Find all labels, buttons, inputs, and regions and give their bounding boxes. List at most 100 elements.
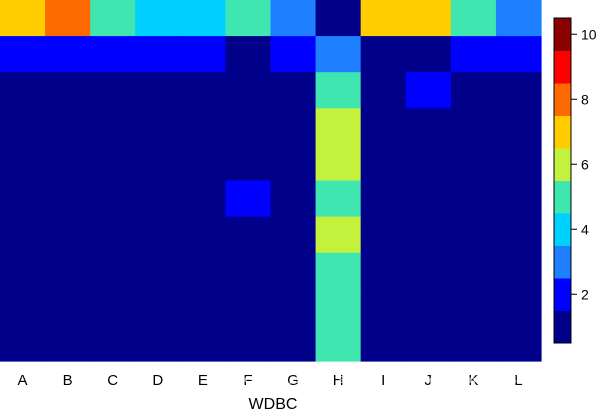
heatmap-cell-J-8 <box>405 252 452 290</box>
heatmap-cell-G-2 <box>270 36 317 73</box>
heatmap-cell-K-9 <box>450 288 497 326</box>
colorbar-segment-6 <box>554 148 571 181</box>
heatmap-cell-F-1 <box>225 0 272 37</box>
heatmap-cell-D-4 <box>135 108 181 145</box>
heatmap-cell-C-7 <box>90 216 136 254</box>
heatmap-cell-J-4 <box>405 108 452 145</box>
heatmap-cell-B-2 <box>45 36 91 73</box>
heatmap-cell-E-1 <box>180 0 227 37</box>
heatmap-cell-J-3 <box>405 72 452 109</box>
colorbar-tick-label-8: 8 <box>581 91 589 107</box>
heatmap-cell-E-5 <box>180 144 227 182</box>
heatmap-cell-H-2 <box>315 36 362 73</box>
heatmap-cell-L-4 <box>495 108 542 145</box>
x-tick-label-A: A <box>18 372 28 389</box>
x-tick-label-L: L <box>514 372 522 389</box>
heatmap-cell-I-5 <box>360 144 407 182</box>
heatmap-cell-F-7 <box>225 216 272 254</box>
heatmap-cell-L-10 <box>495 324 542 362</box>
heatmap-cell-A-8 <box>0 252 46 290</box>
heatmap-cell-K-7 <box>450 216 497 254</box>
heatmap-cell-G-4 <box>270 108 317 145</box>
heatmap-cell-G-5 <box>270 144 317 182</box>
heatmap-cell-B-7 <box>45 216 91 254</box>
heatmap-cell-K-2 <box>450 36 497 73</box>
heatmap-cell-F-9 <box>225 288 272 326</box>
heatmap-cell-E-9 <box>180 288 227 326</box>
heatmap-cell-C-1 <box>90 0 136 37</box>
heatmap-cell-I-7 <box>360 216 407 254</box>
heatmap-cells <box>0 0 542 362</box>
heatmap-cell-G-9 <box>270 288 317 326</box>
heatmap-cell-D-9 <box>135 288 181 326</box>
heatmap-cell-K-4 <box>450 108 497 145</box>
x-axis-title: WDBC <box>249 396 298 413</box>
heatmap-cell-E-8 <box>180 252 227 290</box>
colorbar-segment-8 <box>554 83 571 116</box>
heatmap-cell-A-10 <box>0 324 46 362</box>
heatmap-cell-C-4 <box>90 108 136 145</box>
heatmap-cell-C-6 <box>90 180 136 218</box>
heatmap-cell-C-10 <box>90 324 136 362</box>
heatmap-cell-D-1 <box>135 0 181 37</box>
heatmap-cell-B-8 <box>45 252 91 290</box>
heatmap-cell-K-3 <box>450 72 497 109</box>
colorbar-border <box>553 17 572 344</box>
heatmap-cell-L-9 <box>495 288 542 326</box>
heatmap-cell-A-1 <box>0 0 46 37</box>
x-tick-label-C: C <box>107 372 118 389</box>
heatmap-cell-J-2 <box>405 36 452 73</box>
heatmap-cell-F-2 <box>225 36 272 73</box>
heatmap-cell-E-10 <box>180 324 227 362</box>
heatmap-cell-K-8 <box>450 252 497 290</box>
heatmap-cell-H-10 <box>315 324 362 362</box>
x-tick-label-J: J <box>425 372 433 389</box>
heatmap-cell-I-10 <box>360 324 407 362</box>
colorbar-ticks: 2 4 6 8 10 <box>571 26 597 302</box>
colorbar-tick-label-2: 2 <box>581 286 589 302</box>
heatmap-cell-E-2 <box>180 36 227 73</box>
heatmap-cell-H-1 <box>315 0 362 37</box>
colorbar-segment-3 <box>554 245 571 279</box>
heatmap-cell-C-2 <box>90 36 136 73</box>
heatmap-cell-I-8 <box>360 252 407 290</box>
heatmap-cell-J-1 <box>405 0 452 37</box>
colorbar-segment-10 <box>554 18 571 51</box>
heatmap-cell-H-5 <box>315 144 362 182</box>
heatmap-cell-D-7 <box>135 216 181 254</box>
heatmap-cell-I-4 <box>360 108 407 145</box>
heatmap-cell-A-6 <box>0 180 46 218</box>
colorbar-segment-9 <box>554 50 571 84</box>
heatmap-cell-C-3 <box>90 72 136 109</box>
heatmap-cell-C-8 <box>90 252 136 290</box>
heatmap-cell-B-6 <box>45 180 91 218</box>
heatmap-cell-D-8 <box>135 252 181 290</box>
heatmap-cell-F-10 <box>225 324 272 362</box>
heatmap-cell-F-4 <box>225 108 272 145</box>
colorbar-tick-label-4: 4 <box>581 221 589 237</box>
heatmap-cell-D-2 <box>135 36 181 73</box>
heatmap-cell-I-6 <box>360 180 407 218</box>
heatmap-cell-J-10 <box>405 324 452 362</box>
colorbar-segment-4 <box>554 213 571 246</box>
heatmap-cell-J-9 <box>405 288 452 326</box>
heatmap-cell-A-2 <box>0 36 46 73</box>
heatmap-cell-L-3 <box>495 72 542 109</box>
heatmap-cell-F-6 <box>225 180 272 218</box>
heatmap-cell-L-2 <box>495 36 542 73</box>
heatmap-cell-B-1 <box>45 0 91 37</box>
heatmap-cell-G-8 <box>270 252 317 290</box>
x-tick-label-I: I <box>381 372 385 389</box>
heatmap-cell-D-5 <box>135 144 181 182</box>
colorbar-tick-label-6: 6 <box>581 156 589 172</box>
watermark-line-2: Campos, Zimek, Sander, Campello, Micenko… <box>244 374 605 386</box>
heatmap-cell-F-5 <box>225 144 272 182</box>
heatmap-cell-B-10 <box>45 324 91 362</box>
heatmap-cell-L-6 <box>495 180 542 218</box>
x-tick-labels: A B C D E F G H I J K L <box>18 372 523 389</box>
colorbar-segment-5 <box>554 180 571 214</box>
colorbar-segment-7 <box>554 115 571 149</box>
colorbar-segment-1 <box>554 310 571 344</box>
heatmap-cell-H-4 <box>315 108 362 145</box>
